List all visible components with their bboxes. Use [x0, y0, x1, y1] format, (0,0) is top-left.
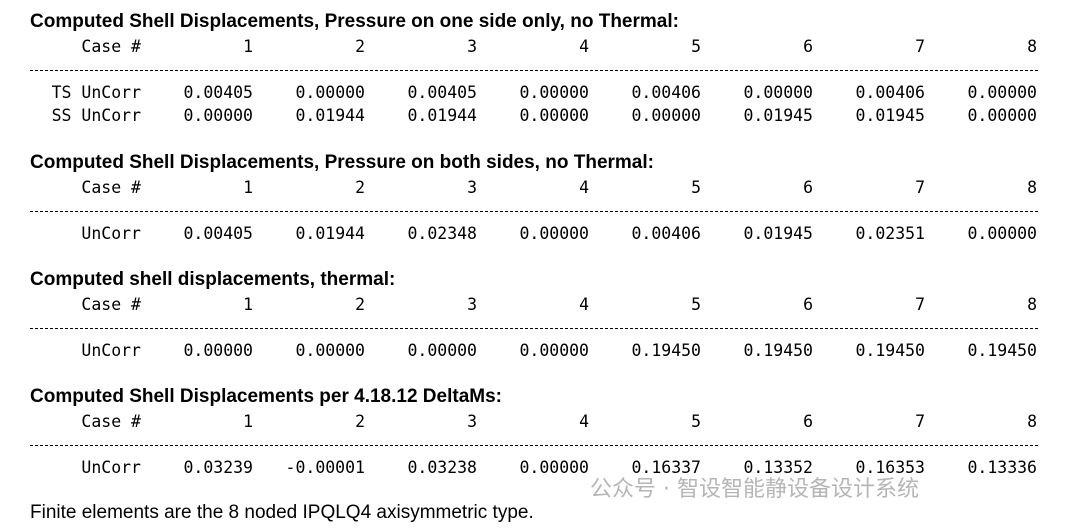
cell-value: 0.00000 — [519, 224, 589, 243]
cell-value: 0.02351 — [855, 224, 925, 243]
separator — [30, 70, 1038, 71]
cell-value: 0.00000 — [631, 106, 701, 125]
column-header: 3 — [467, 295, 477, 314]
column-header: 6 — [803, 178, 813, 197]
column-header: 7 — [915, 178, 925, 197]
column-header: 7 — [915, 295, 925, 314]
footer-note: Finite elements are the 8 noded IPQLQ4 a… — [30, 502, 534, 523]
cell-value: 0.00405 — [183, 224, 253, 243]
column-header: 8 — [1027, 37, 1037, 56]
column-header: 7 — [915, 412, 925, 431]
section-title: Computed Shell Displacements per 4.18.12… — [30, 386, 502, 407]
header-label: Case # — [81, 37, 141, 56]
cell-value: 0.00000 — [295, 83, 365, 102]
cell-value: 0.00000 — [967, 224, 1037, 243]
cell-value: 0.00000 — [519, 106, 589, 125]
watermark: 公众号 · 智设智能静设备设计系统 — [590, 477, 919, 502]
column-header: 2 — [355, 295, 365, 314]
cell-value: 0.00000 — [519, 458, 589, 477]
cell-value: 0.00000 — [967, 83, 1037, 102]
column-header: 4 — [579, 37, 589, 56]
cell-value: 0.19450 — [743, 341, 813, 360]
cell-value: 0.13336 — [967, 458, 1037, 477]
column-header: 5 — [691, 295, 701, 314]
section-title: Computed Shell Displacements, Pressure o… — [30, 152, 654, 173]
section-title: Computed shell displacements, thermal: — [30, 269, 396, 290]
cell-value: 0.19450 — [967, 341, 1037, 360]
column-header: 1 — [243, 412, 253, 431]
cell-value: 0.13352 — [743, 458, 813, 477]
cell-value: 0.00406 — [631, 83, 701, 102]
column-header: 3 — [467, 178, 477, 197]
cell-value: 0.01944 — [295, 106, 365, 125]
column-header: 4 — [579, 295, 589, 314]
separator — [30, 445, 1038, 446]
column-header: 6 — [803, 295, 813, 314]
cell-value: 0.03239 — [183, 458, 253, 477]
separator — [30, 211, 1038, 212]
cell-value: 0.00000 — [967, 106, 1037, 125]
header-label: Case # — [81, 412, 141, 431]
header-label: Case # — [81, 178, 141, 197]
cell-value: 0.00406 — [631, 224, 701, 243]
separator — [30, 328, 1038, 329]
column-header: 8 — [1027, 178, 1037, 197]
column-header: 5 — [691, 412, 701, 431]
column-header: 6 — [803, 37, 813, 56]
cell-value: 0.00000 — [519, 341, 589, 360]
cell-value: 0.00405 — [183, 83, 253, 102]
cell-value: 0.01945 — [743, 224, 813, 243]
column-header: 5 — [691, 178, 701, 197]
row-label: UnCorr — [81, 458, 141, 477]
column-header: 2 — [355, 412, 365, 431]
cell-value: 0.00405 — [407, 83, 477, 102]
column-header: 7 — [915, 37, 925, 56]
column-header: 5 — [691, 37, 701, 56]
cell-value: 0.00000 — [183, 341, 253, 360]
cell-value: -0.00001 — [285, 458, 365, 477]
column-header: 2 — [355, 37, 365, 56]
cell-value: 0.01945 — [855, 106, 925, 125]
column-header: 4 — [579, 412, 589, 431]
column-header: 8 — [1027, 295, 1037, 314]
cell-value: 0.00000 — [183, 106, 253, 125]
header-label: Case # — [81, 295, 141, 314]
cell-value: 0.03238 — [407, 458, 477, 477]
cell-value: 0.19450 — [855, 341, 925, 360]
row-label: UnCorr — [81, 341, 141, 360]
cell-value: 0.00406 — [855, 83, 925, 102]
cell-value: 0.02348 — [407, 224, 477, 243]
column-header: 4 — [579, 178, 589, 197]
column-header: 1 — [243, 178, 253, 197]
column-header: 2 — [355, 178, 365, 197]
column-header: 8 — [1027, 412, 1037, 431]
cell-value: 0.16337 — [631, 458, 701, 477]
section-title: Computed Shell Displacements, Pressure o… — [30, 11, 679, 32]
cell-value: 0.00000 — [407, 341, 477, 360]
row-label: TS UnCorr — [51, 83, 141, 102]
column-header: 3 — [467, 37, 477, 56]
cell-value: 0.00000 — [295, 341, 365, 360]
row-label: UnCorr — [81, 224, 141, 243]
row-label: SS UnCorr — [51, 106, 141, 125]
cell-value: 0.16353 — [855, 458, 925, 477]
cell-value: 0.19450 — [631, 341, 701, 360]
column-header: 6 — [803, 412, 813, 431]
column-header: 1 — [243, 295, 253, 314]
cell-value: 0.00000 — [743, 83, 813, 102]
cell-value: 0.01944 — [295, 224, 365, 243]
column-header: 1 — [243, 37, 253, 56]
cell-value: 0.01944 — [407, 106, 477, 125]
cell-value: 0.00000 — [519, 83, 589, 102]
cell-value: 0.01945 — [743, 106, 813, 125]
column-header: 3 — [467, 412, 477, 431]
